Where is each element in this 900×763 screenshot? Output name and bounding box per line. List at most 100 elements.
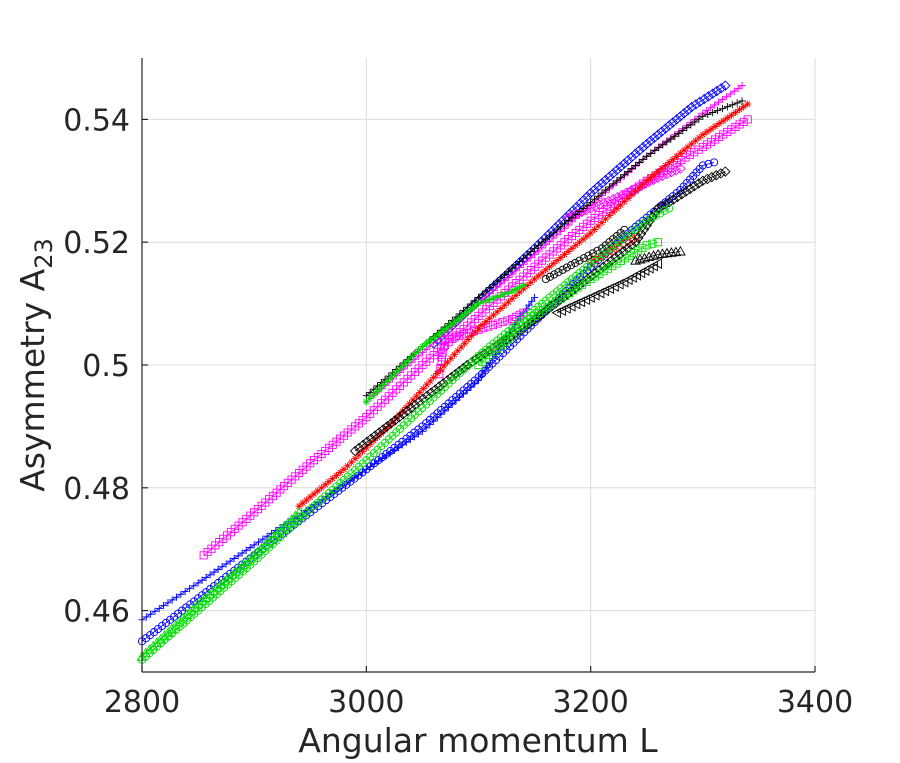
data-point [638,224,650,235]
data-point [602,186,610,194]
data-point [226,557,234,565]
data-point [639,252,650,263]
data-point [469,327,478,336]
data-point [688,140,696,148]
data-point [628,164,636,173]
data-point [719,130,728,139]
data-point [695,115,703,123]
data-point [185,605,196,616]
data-point [594,222,602,230]
data-point [457,343,465,351]
data-point [278,521,290,531]
data-point [325,478,333,486]
data-point [541,274,550,284]
data-point [633,232,644,244]
data-point [393,411,405,423]
data-point [369,430,381,441]
data-point [442,324,451,332]
data-point [467,332,476,340]
data-point [595,269,604,278]
data-point [181,609,193,619]
data-point [147,610,155,618]
data-point [682,104,694,116]
data-point [622,155,634,166]
data-point [553,226,561,234]
data-point [530,293,539,302]
series-6 [562,163,686,223]
data-point [604,171,615,182]
data-point [671,114,682,125]
data-point [675,163,686,174]
data-point [589,184,600,196]
series-16 [362,281,527,406]
data-point [409,396,417,404]
data-point [397,408,409,420]
data-point [545,263,554,271]
data-point [722,93,730,101]
data-point [572,210,580,219]
data-point [355,451,363,459]
data-point [619,158,630,169]
data-point [493,283,501,291]
data-point [651,211,660,220]
data-point [715,119,723,128]
data-point [474,324,483,332]
data-point [598,189,606,197]
data-point [649,207,661,218]
data-point [530,311,539,320]
data-point [624,167,632,176]
data-point [222,560,230,568]
data-point [450,333,459,342]
data-point [566,261,576,270]
data-point [260,539,271,549]
data-point [585,187,596,199]
data-point [198,576,206,584]
data-point [648,239,657,248]
data-point [329,474,337,483]
data-point [602,215,610,223]
data-point [656,126,667,137]
data-point [735,106,744,114]
data-point [237,559,249,570]
data-point [680,146,688,154]
data-point [560,291,569,301]
data-point [582,277,591,286]
data-point [675,111,686,122]
data-point [423,381,431,389]
data-point [530,244,539,252]
y-tick-label: 0.48 [63,472,130,507]
data-point [538,269,546,277]
data-point [530,250,539,259]
data-point [523,257,531,265]
data-point [715,132,724,142]
data-point [446,321,455,329]
data-point [583,232,591,240]
data-point [554,268,563,277]
data-point [689,180,700,192]
data-point [661,168,673,180]
data-point [550,222,561,233]
data-point [504,298,513,306]
data-point [436,366,445,374]
series-3 [199,115,752,560]
data-point [586,274,595,284]
data-point [639,180,647,188]
data-point [552,297,561,306]
data-point [699,131,707,139]
data-point [710,158,719,167]
data-point [744,100,752,108]
data-point [743,115,752,124]
data-point [245,553,256,563]
data-point [622,243,633,254]
data-point [706,171,718,183]
data-point [188,602,200,612]
data-point [336,468,344,477]
data-point [478,290,486,298]
data-point [665,204,674,213]
data-point [293,506,305,517]
data-point [523,281,531,290]
data-point [648,250,659,260]
data-point [675,245,686,256]
data-point [718,105,727,113]
data-point [607,168,619,179]
